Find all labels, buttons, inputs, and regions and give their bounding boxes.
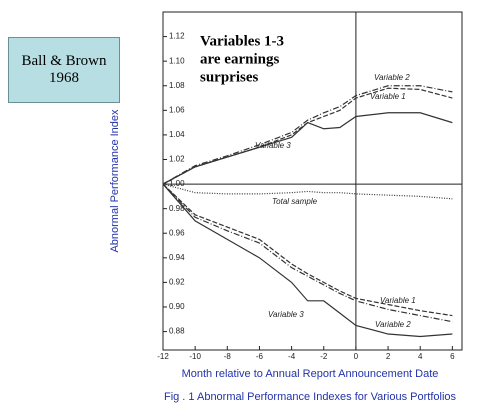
x-tick-label: -12 (157, 352, 169, 361)
series-line (162, 183, 453, 200)
series-line (162, 183, 453, 323)
series-label: Variable 2 (374, 73, 410, 82)
x-tick-label: -8 (224, 352, 232, 361)
annotation: surprises (200, 69, 259, 85)
series-label: Variable 1 (370, 92, 406, 101)
series-line (162, 87, 453, 185)
y-tick-label: 1.04 (169, 130, 185, 139)
y-tick-label: 1.10 (169, 56, 185, 65)
series-label: Variable 1 (380, 296, 416, 305)
series-line (162, 183, 453, 317)
x-tick-label: -6 (256, 352, 264, 361)
caption: Fig . 1 Abnormal Performance Indexes for… (164, 391, 457, 403)
y-tick-label: 0.98 (169, 204, 185, 213)
y-tick-label: 1.02 (169, 155, 185, 164)
y-axis-label: Abnormal Performance Index (109, 109, 121, 253)
x-tick-label: 4 (418, 352, 423, 361)
y-tick-label: 0.90 (169, 302, 185, 311)
x-tick-label: -4 (288, 352, 296, 361)
title-line: Ball & Brown (21, 53, 107, 69)
y-tick-label: 0.92 (169, 278, 185, 287)
y-tick-label: 1.06 (169, 105, 185, 114)
x-tick-label: -10 (189, 352, 201, 361)
title-box: Ball & Brown 1968 (8, 37, 120, 103)
series-line (162, 183, 453, 338)
y-tick-label: 1.12 (169, 32, 185, 41)
series-line (162, 85, 453, 185)
title-line: 1968 (49, 70, 79, 86)
annotation: are earnings (200, 51, 279, 67)
series-line (162, 112, 453, 185)
y-tick-label: 0.94 (169, 253, 185, 262)
x-axis-label: Month relative to Annual Report Announce… (182, 368, 439, 380)
x-tick-label: -2 (320, 352, 328, 361)
series-label: Variable 2 (375, 320, 411, 329)
series-label: Variable 3 (255, 141, 291, 150)
plot-frame (162, 11, 463, 351)
x-tick-label: 0 (354, 352, 359, 361)
series-label: Total sample (272, 197, 318, 206)
y-tick-label: 0.88 (169, 327, 185, 336)
y-tick-label: 0.96 (169, 228, 185, 237)
annotation: Variables 1-3 (200, 33, 284, 49)
x-tick-label: 6 (450, 352, 455, 361)
y-tick-label: 1.08 (169, 81, 185, 90)
series-label: Variable 3 (268, 310, 304, 319)
x-tick-label: 2 (386, 352, 391, 361)
